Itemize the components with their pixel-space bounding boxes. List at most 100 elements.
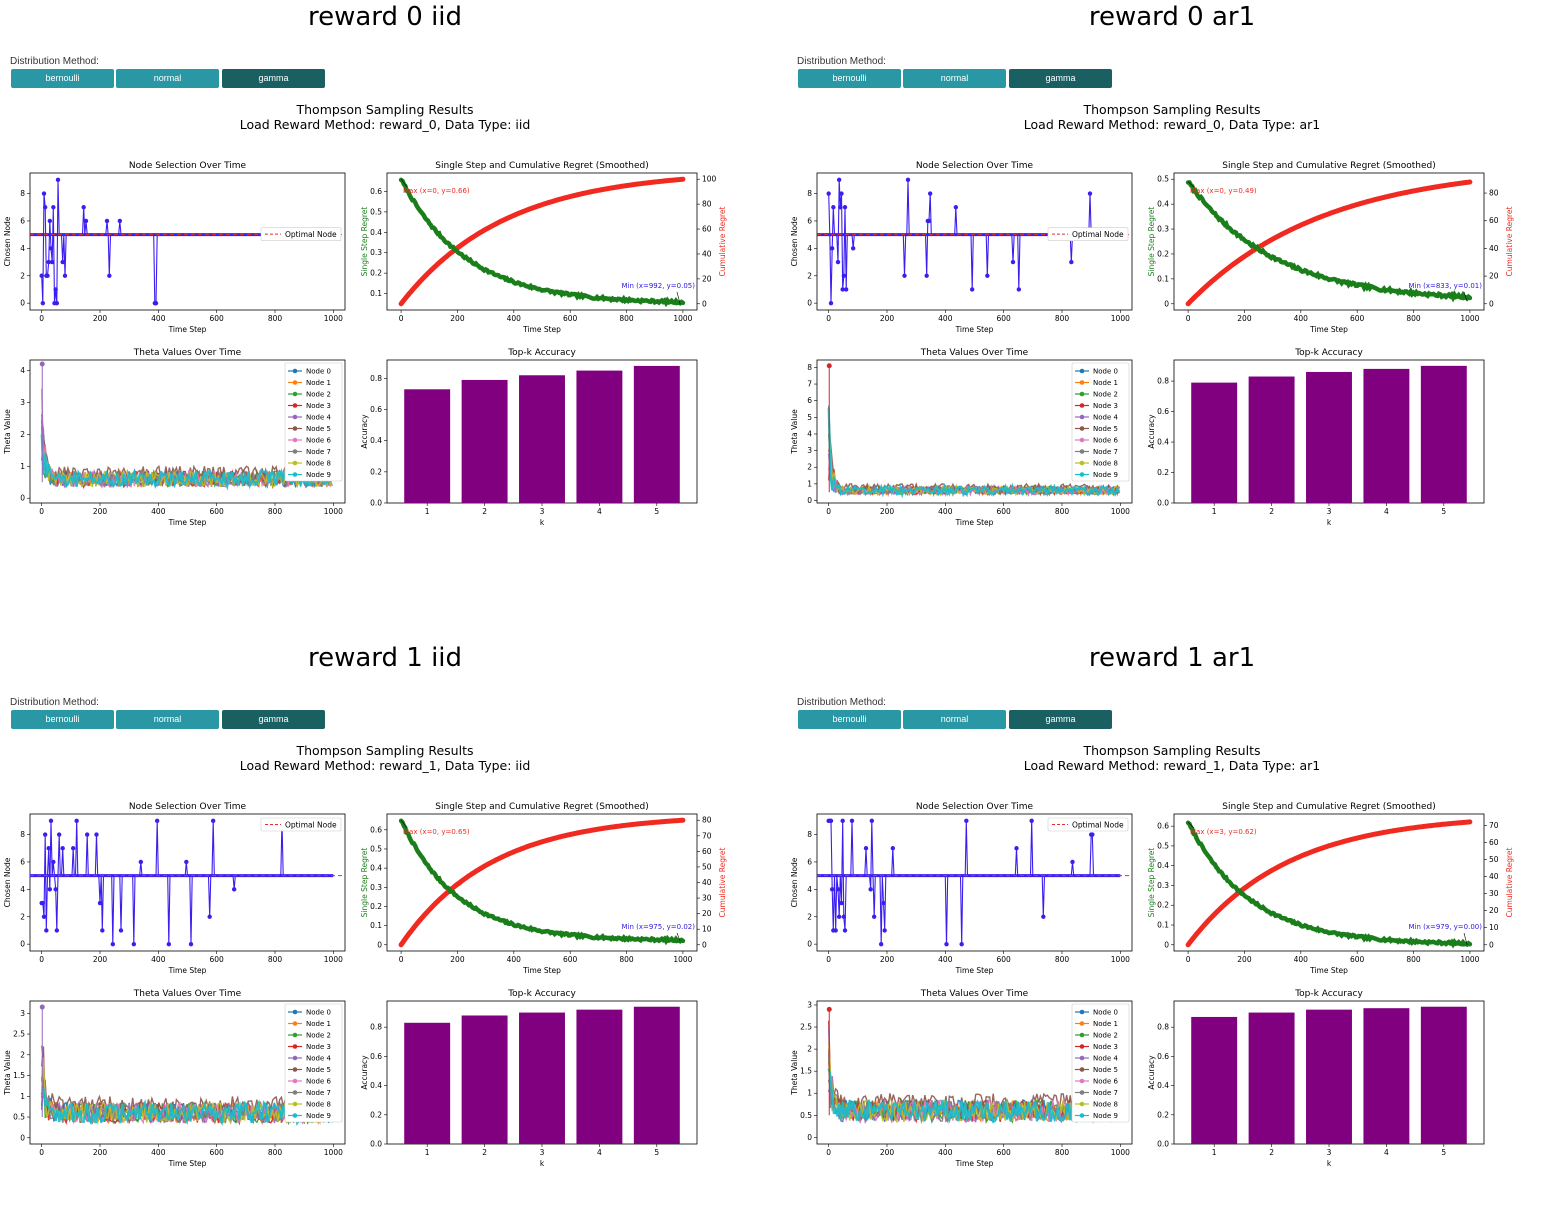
x-tick-label: 800 [619, 955, 634, 964]
max-arrow [400, 820, 408, 829]
y2-tick-label: 60 [1489, 216, 1499, 225]
legend-label: Node 6 [1093, 437, 1118, 445]
x-tick-label: 800 [1055, 955, 1070, 964]
x-tick-label: 200 [450, 955, 465, 964]
quadrant-title: reward 0 iid [307, 2, 463, 32]
node-selection-point [924, 273, 929, 278]
legend-label: Node 9 [1093, 471, 1118, 479]
node-selection-point [841, 914, 847, 919]
normal-button[interactable]: normal [116, 710, 219, 729]
x-tick-label: 200 [880, 1148, 895, 1157]
gamma-button[interactable]: gamma [222, 69, 325, 88]
node-selection-point [74, 818, 79, 824]
normal-button[interactable]: normal [903, 710, 1006, 729]
node-selection-point [839, 191, 844, 196]
x-tick-label: 1000 [1460, 955, 1479, 964]
legend-marker [1079, 391, 1085, 397]
panel-title: Top-k Accuracy [1294, 348, 1363, 358]
gamma-button[interactable]: gamma [222, 710, 325, 729]
x-tick-label: 0 [826, 314, 831, 323]
node-selection-point [48, 818, 54, 824]
legend-label: Optimal Node [1072, 230, 1124, 239]
legend-marker [292, 472, 298, 477]
legend-marker [292, 380, 298, 385]
y-tick-label: 4 [20, 885, 25, 894]
y-tick-label: 0.6 [1157, 822, 1169, 831]
legend-marker [292, 1009, 298, 1015]
y-axis-label: Accuracy [1147, 414, 1156, 449]
x-tick-label: 800 [268, 955, 283, 964]
theta-node-8-line [41, 1062, 333, 1126]
node-selection-point [131, 941, 137, 947]
x-tick-label: 800 [1406, 955, 1421, 964]
y-tick-label: 5 [807, 413, 812, 422]
x-tick-label: 200 [880, 955, 895, 964]
x-tick-label: 3 [540, 507, 545, 516]
y2-tick-label: 40 [1489, 872, 1499, 881]
y2-tick-label: 70 [1489, 821, 1499, 830]
y2-tick-label: 70 [702, 831, 712, 840]
normal-button[interactable]: normal [116, 69, 219, 88]
y-tick-label: 1 [807, 479, 812, 488]
bar-k1 [404, 1022, 451, 1144]
y-tick-label: 0 [1164, 940, 1169, 949]
node-selection-point [117, 218, 123, 224]
bernoulli-button[interactable]: bernoulli [798, 710, 901, 729]
y-tick-label: 4 [807, 885, 812, 894]
x-tick-label: 600 [210, 314, 225, 323]
node-selection-point [841, 273, 847, 278]
node-selection-line [41, 179, 334, 304]
x-tick-label: 0 [826, 955, 831, 964]
legend-label: Node 4 [306, 414, 331, 422]
results-main-title: Thompson Sampling Results [1083, 102, 1261, 117]
theta-node-9-line [827, 1068, 1121, 1124]
plot-frame [29, 172, 346, 311]
bar-k4 [1363, 1008, 1410, 1144]
x-axis-label: Time Step [1309, 325, 1348, 334]
node-selection-point [40, 300, 46, 306]
x-axis-label: Time Step [168, 325, 207, 334]
bernoulli-button[interactable]: bernoulli [11, 710, 114, 729]
y-axis-label: Chosen Node [790, 216, 799, 266]
y-tick-label: 0.0 [370, 499, 382, 508]
x-axis-label: Time Step [955, 518, 994, 527]
single-step-regret-line [1185, 180, 1473, 303]
results-subtitle: Load Reward Method: reward_1, Data Type:… [1023, 758, 1321, 773]
x-tick-label: 3 [540, 1148, 545, 1157]
y-tick-label: 0.1 [370, 921, 382, 930]
normal-button[interactable]: normal [903, 69, 1006, 88]
gamma-button[interactable]: gamma [1009, 710, 1112, 729]
panel-title: Theta Values Over Time [920, 348, 1029, 358]
plot-frame [386, 172, 698, 311]
gamma-button[interactable]: gamma [1009, 69, 1112, 88]
node-selection-point [863, 846, 869, 851]
y-tick-label: 3 [20, 398, 25, 407]
legend-marker [292, 1078, 298, 1084]
x-tick-label: 1000 [1111, 955, 1130, 964]
panel-title: Single Step and Cumulative Regret (Smoot… [1222, 802, 1435, 812]
bernoulli-button[interactable]: bernoulli [798, 69, 901, 88]
plot-frame [29, 813, 346, 952]
legend-label: Node 7 [1093, 1089, 1118, 1097]
legend-box [260, 227, 342, 241]
node-selection-point [969, 287, 975, 292]
y-tick-label: 0.4 [1157, 438, 1169, 447]
legend-marker [1079, 426, 1085, 431]
legend-label: Node 8 [306, 460, 331, 468]
y-tick-label: 0.0 [1157, 1140, 1169, 1149]
node-selection-point [871, 914, 877, 919]
bernoulli-button[interactable]: bernoulli [11, 69, 114, 88]
y-tick-label: 4 [20, 244, 25, 253]
bar-k4 [1363, 368, 1410, 503]
legend-marker [292, 1055, 298, 1061]
x-tick-label: 600 [563, 955, 578, 964]
legend-marker [1079, 449, 1085, 454]
node-selection-point [868, 887, 873, 892]
x-axis-label: k [1327, 518, 1332, 527]
y-tick-label: 0.8 [1157, 1023, 1169, 1032]
max-arrow [400, 179, 408, 188]
y-axis-label: Single Step Regret [360, 848, 369, 918]
y-axis-label: Chosen Node [790, 857, 799, 907]
theta-node-8-line [41, 448, 333, 489]
min-annotation: Min (x=992, y=0.05) [621, 282, 695, 290]
